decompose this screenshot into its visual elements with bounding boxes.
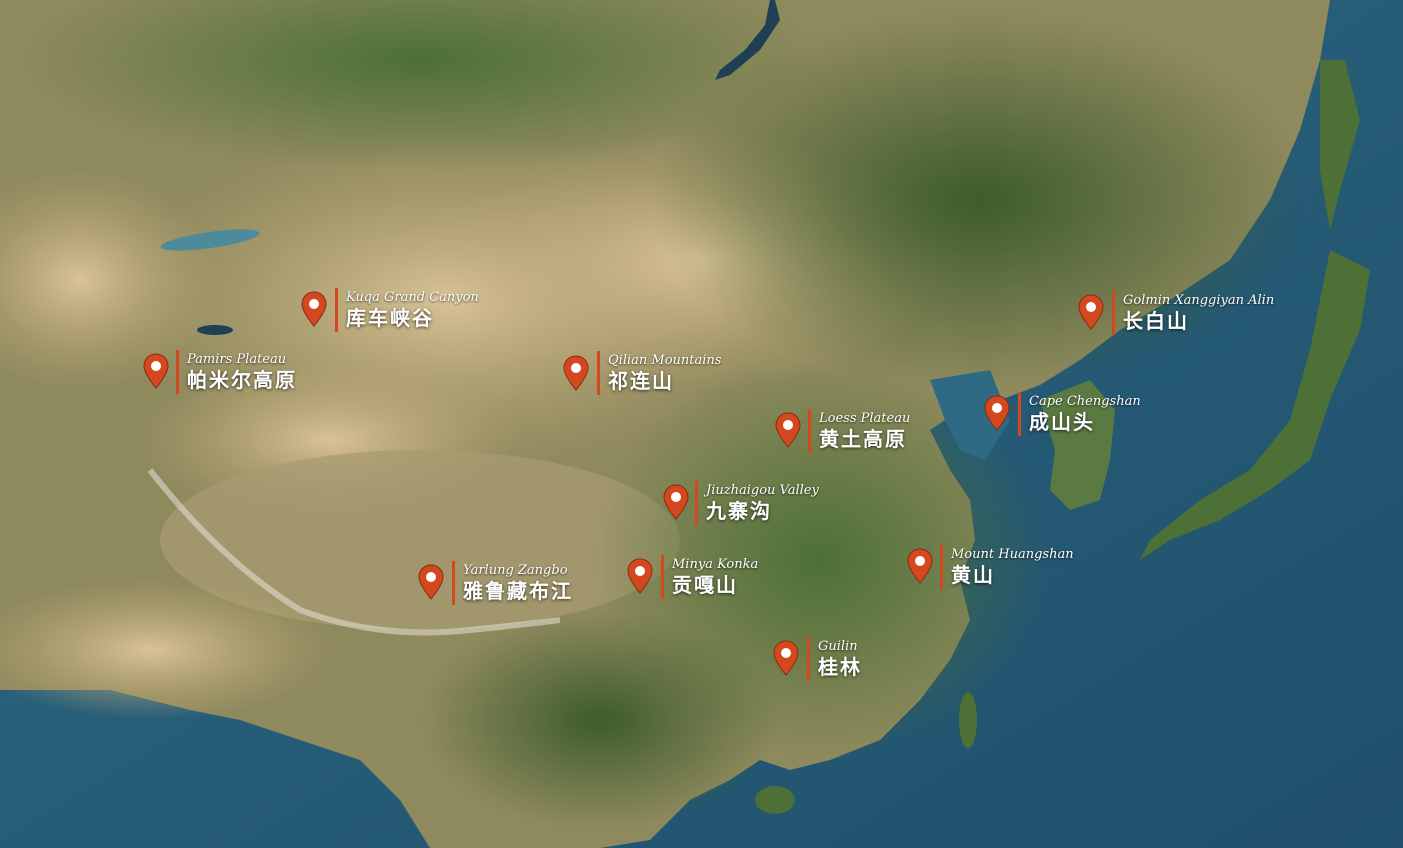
place-name-english: Kuqa Grand Canyon: [346, 290, 479, 305]
map-pin-icon[interactable]: [906, 547, 934, 587]
place-label-loess: Loess Plateau 黄土高原: [808, 409, 910, 453]
map-pin-icon[interactable]: [562, 354, 590, 394]
place-name-chinese: 帕米尔高原: [187, 368, 297, 392]
map-pin-icon[interactable]: [983, 394, 1011, 434]
siberia-green: [20, 0, 820, 170]
map-pin-icon[interactable]: [300, 290, 328, 330]
pin-shape: [418, 564, 444, 600]
place-name-english: Jiuzhaigou Valley: [706, 483, 819, 498]
place-name-english: Loess Plateau: [819, 411, 911, 426]
pin-shape: [1078, 294, 1104, 330]
pin-shape: [773, 640, 799, 676]
lake-baikal: [715, 0, 780, 80]
place-name-chinese: 贡嘎山: [672, 573, 738, 597]
pin-shape: [301, 291, 327, 327]
pin-shape: [627, 558, 653, 594]
map-pin-icon[interactable]: [142, 352, 170, 392]
place-name-chinese: 库车峡谷: [346, 306, 434, 330]
pin-shape: [984, 395, 1010, 431]
place-label-kuqa: Kuqa Grand Canyon 库车峡谷: [335, 288, 479, 332]
place-label-pamirs: Pamirs Plateau 帕米尔高原: [176, 350, 297, 394]
place-name-english: Mount Huangshan: [951, 547, 1074, 562]
place-name-chinese: 黄土高原: [819, 427, 907, 451]
place-label-chengshan: Cape Chengshan 成山头: [1018, 392, 1141, 436]
place-name-english: Yarlung Zangbo: [463, 563, 568, 578]
map-pin-icon[interactable]: [662, 483, 690, 523]
korean-peninsula: [1040, 380, 1115, 510]
place-name-english: Golmin Xanggiyan Alin: [1123, 293, 1275, 308]
tibetan-plateau: [160, 450, 680, 630]
place-name-english: Cape Chengshan: [1029, 394, 1141, 409]
pin-shape: [143, 353, 169, 389]
pin-shape: [563, 355, 589, 391]
himalaya-range: [147, 468, 561, 636]
southeast-asia-green: [420, 610, 780, 830]
lake-issyk-kul: [197, 325, 233, 335]
place-label-jiuzhaigou: Jiuzhaigou Valley 九寨沟: [695, 481, 819, 525]
map-pin-icon[interactable]: [772, 639, 800, 679]
map-pin-icon[interactable]: [417, 563, 445, 603]
place-name-chinese: 九寨沟: [706, 499, 772, 523]
place-label-changbai: Golmin Xanggiyan Alin 长白山: [1112, 291, 1274, 335]
place-label-huangshan: Mount Huangshan 黄山: [940, 545, 1074, 589]
place-name-english: Guilin: [818, 639, 858, 654]
taiwan: [959, 692, 977, 748]
place-name-chinese: 祁连山: [608, 369, 674, 393]
pin-shape: [775, 412, 801, 448]
pin-shape: [907, 548, 933, 584]
steppe-zone: [0, 170, 220, 390]
place-name-chinese: 长白山: [1123, 309, 1189, 333]
place-name-chinese: 雅鲁藏布江: [463, 579, 573, 603]
place-label-minya: Minya Konka 贡嘎山: [661, 555, 758, 599]
hainan: [755, 786, 795, 814]
bohai-sea: [930, 370, 1010, 460]
place-name-english: Qilian Mountains: [608, 353, 722, 368]
lake-balkhash: [160, 229, 260, 251]
pin-shape: [663, 484, 689, 520]
hokkaido: [1320, 60, 1360, 230]
place-label-qilian: Qilian Mountains 祁连山: [597, 351, 721, 395]
northeast-forest: [650, 10, 1310, 390]
map-pin-icon[interactable]: [626, 557, 654, 597]
place-label-yarlung: Yarlung Zangbo 雅鲁藏布江: [452, 561, 573, 605]
place-name-chinese: 桂林: [818, 655, 862, 679]
place-label-guilin: Guilin 桂林: [807, 637, 862, 681]
place-name-chinese: 黄山: [951, 563, 995, 587]
place-name-english: Pamirs Plateau: [187, 352, 287, 367]
map-pin-icon[interactable]: [774, 411, 802, 451]
place-name-english: Minya Konka: [672, 557, 759, 572]
place-name-chinese: 成山头: [1029, 410, 1095, 434]
map-pin-icon[interactable]: [1077, 293, 1105, 333]
india-plain: [0, 580, 330, 720]
japan-islands: [1140, 250, 1370, 560]
